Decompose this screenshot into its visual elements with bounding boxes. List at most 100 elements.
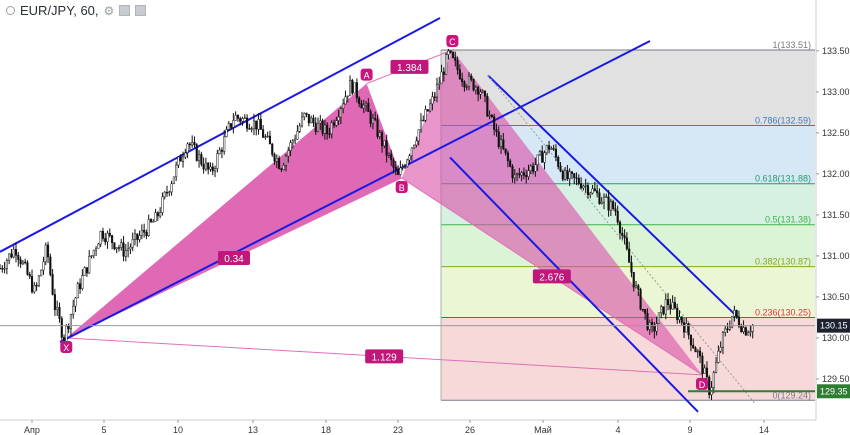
candle-body — [106, 232, 109, 243]
candle-body — [705, 367, 708, 378]
candle-body — [570, 171, 574, 174]
candle-body — [742, 327, 745, 332]
candle-body — [676, 307, 679, 321]
candle-body — [323, 124, 326, 134]
candle-body — [673, 302, 676, 309]
candle-body — [442, 71, 445, 75]
candle-body — [685, 323, 688, 333]
candle-body — [127, 248, 130, 251]
candle-body — [538, 151, 541, 156]
candle-body — [328, 133, 331, 135]
candle-body — [618, 221, 622, 234]
candle-body — [465, 86, 468, 88]
candle-body — [362, 104, 365, 109]
symbol-title[interactable]: EUR/JPY, 60, — [20, 3, 99, 18]
candle-body — [426, 109, 429, 112]
candle-body — [37, 275, 40, 286]
candle-body — [671, 302, 674, 310]
close-icon[interactable] — [135, 5, 147, 16]
candle-body — [252, 120, 256, 129]
candle-body — [307, 114, 310, 124]
candle-body — [596, 190, 599, 194]
candle-body — [113, 242, 116, 250]
candle-body — [216, 153, 219, 169]
candle-body — [211, 166, 214, 172]
hide-icon[interactable] — [119, 5, 131, 16]
candle-body — [584, 185, 587, 187]
candle-body — [632, 272, 635, 288]
candle-body — [650, 322, 654, 327]
candle-body — [422, 119, 425, 122]
candle-body — [266, 135, 269, 138]
candle-body — [378, 132, 381, 137]
candle-body — [374, 117, 377, 120]
candle-body — [326, 124, 329, 135]
candle-body — [497, 131, 500, 148]
candle-body — [429, 103, 432, 112]
candle-body — [490, 114, 493, 118]
candle-body — [602, 196, 606, 203]
candle-body — [548, 145, 551, 150]
candle-body — [305, 112, 308, 115]
point-label-D: D — [699, 380, 706, 390]
candle-body — [351, 79, 354, 94]
candle-body — [298, 125, 301, 132]
candle-body — [483, 90, 487, 97]
candle-body — [431, 96, 434, 105]
candle-body — [561, 170, 564, 180]
candle-body — [344, 96, 347, 105]
candle-body — [641, 308, 644, 311]
candle-body — [703, 367, 706, 374]
candle-body — [230, 123, 233, 128]
candle-body — [509, 160, 512, 167]
chart-header: EUR/JPY, 60, ⚙ — [6, 3, 147, 18]
eye-icon[interactable] — [6, 6, 15, 15]
candle-body — [683, 322, 686, 333]
candle-body — [346, 95, 349, 98]
candle-body — [637, 285, 640, 290]
point-label-C: C — [449, 37, 456, 47]
candle-body — [287, 150, 290, 157]
candle-body — [699, 350, 702, 357]
candle-body — [403, 166, 406, 168]
candle-body — [3, 268, 6, 270]
ratio-label-bg — [532, 269, 571, 284]
candle-body — [53, 294, 56, 310]
candle-body — [408, 155, 411, 161]
candle-body — [369, 111, 372, 124]
candle-body — [394, 167, 397, 170]
candle-body — [191, 142, 194, 146]
candle-body — [733, 309, 736, 317]
candle-body — [621, 232, 624, 236]
candle-body — [209, 166, 212, 170]
point-label-A: A — [364, 71, 370, 81]
candle-body — [296, 131, 299, 140]
candle-body — [278, 157, 281, 170]
candle-body — [152, 221, 155, 223]
candle-body — [255, 120, 258, 130]
candle-body — [218, 149, 221, 154]
settings-icon[interactable]: ⚙ — [103, 3, 115, 18]
candle-body — [145, 232, 148, 236]
candle-body — [358, 97, 361, 104]
candle-body — [332, 122, 336, 126]
candle-body — [56, 307, 59, 310]
candle-body — [69, 314, 72, 330]
candle-body — [117, 247, 121, 249]
candle-body — [314, 122, 317, 132]
candle-body — [227, 123, 230, 130]
candle-body — [136, 233, 139, 240]
candle-body — [58, 307, 61, 319]
candle-body — [392, 159, 395, 168]
candle-body — [477, 86, 480, 95]
candle-body — [271, 143, 274, 155]
candle-body — [623, 235, 626, 239]
candle-body — [321, 120, 324, 134]
candle-body — [14, 249, 18, 256]
ratio-label-bg — [390, 59, 429, 74]
candle-body — [300, 116, 304, 127]
candle-body — [259, 119, 262, 130]
candle-body — [294, 138, 297, 142]
candle-body — [390, 153, 393, 161]
